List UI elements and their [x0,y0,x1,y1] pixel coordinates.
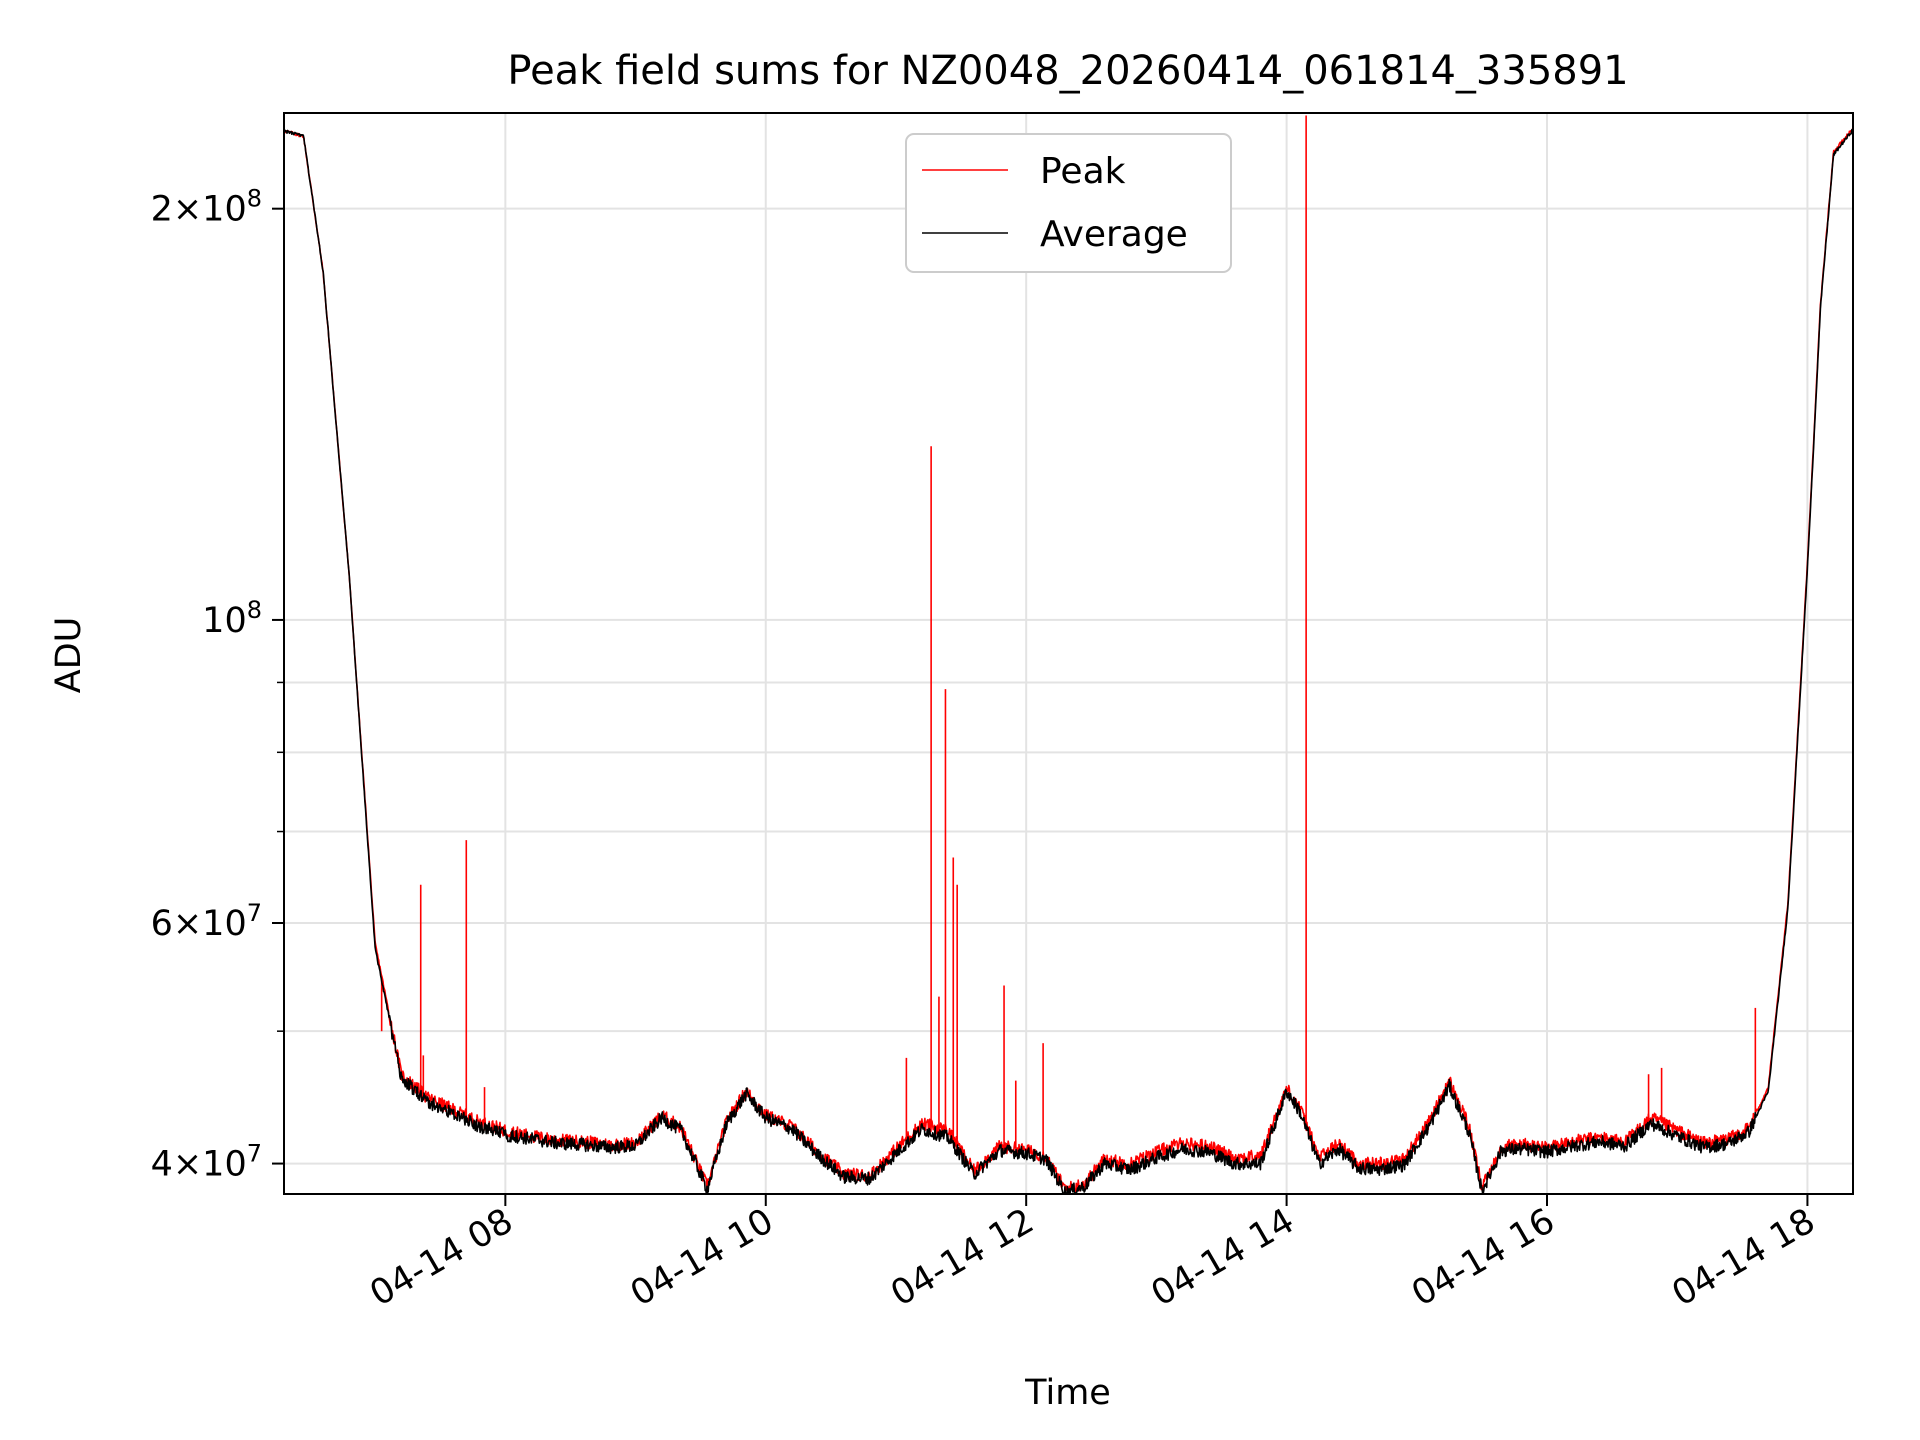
axes-frame [283,112,1854,1195]
legend-peak-label: Peak [1040,151,1126,192]
y-axis-label: ADU [49,617,89,694]
chart-title: Peak field sums for NZ0048_20260414_0618… [507,48,1628,94]
legend-box [905,133,1232,273]
x-axis-label: Time [1024,1373,1111,1413]
y-axis: 4×107 6×107 108 2×108 [151,185,284,1185]
y-tick-label: 108 [202,596,262,641]
y-tick-label: 4×107 [151,1140,262,1185]
legend-average-label: Average [1040,214,1188,255]
y-tick-label: 2×108 [151,185,262,230]
y-tick-label: 6×107 [151,899,262,944]
legend: Peak Average [905,133,1232,273]
